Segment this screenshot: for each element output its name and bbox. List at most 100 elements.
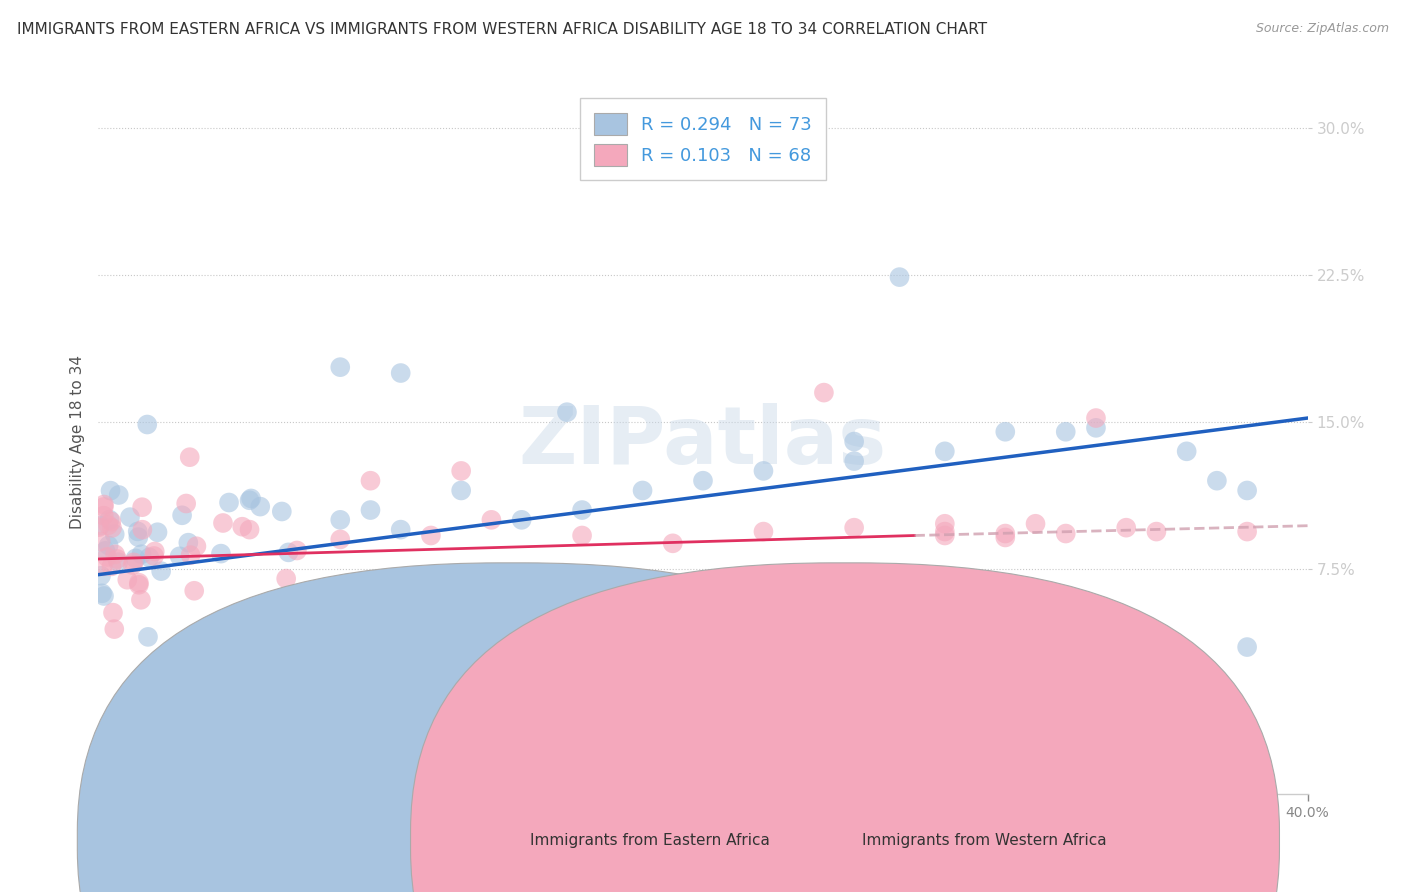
Point (389, 630, 412, 644)
Point (100, 559, 122, 574)
Point (93, 500, 115, 514)
Point (98, 513, 121, 527)
Point (844, 454, 866, 468)
Point (143, 549, 166, 563)
Legend: R = 0.294   N = 73, R = 0.103   N = 68: R = 0.294 N = 73, R = 0.103 N = 68 (579, 98, 827, 180)
Point (103, 622, 125, 636)
Point (994, 526, 1017, 541)
Point (1085, 411, 1108, 425)
Point (277, 545, 299, 559)
Point (118, 510, 141, 524)
Point (1024, 516, 1046, 531)
Point (270, 504, 292, 518)
Point (1115, 747, 1137, 762)
Point (571, 528, 593, 542)
Point (93, 498, 115, 512)
Point (87, 520, 110, 534)
Point (752, 764, 775, 778)
Point (104, 527, 127, 541)
Point (96, 549, 118, 564)
Point (249, 500, 271, 514)
Point (212, 516, 235, 530)
Point (100, 483, 122, 498)
Point (100, 515, 122, 529)
Point (150, 564, 173, 578)
Point (179, 724, 201, 739)
Point (934, 444, 956, 458)
Point (127, 524, 149, 539)
Point (934, 634, 956, 648)
Point (276, 572, 298, 586)
Point (208, 615, 231, 629)
Point (994, 771, 1017, 785)
Point (1054, 425, 1077, 439)
Point (647, 145, 669, 159)
Point (1175, 444, 1198, 458)
Point (107, 555, 129, 569)
Point (752, 634, 775, 648)
Point (1085, 421, 1108, 435)
Point (844, 434, 866, 449)
Text: Immigrants from Eastern Africa: Immigrants from Eastern Africa (530, 833, 770, 847)
Point (91, 559, 114, 574)
Point (450, 747, 472, 762)
Point (186, 539, 208, 553)
Point (329, 360, 352, 375)
Point (180, 548, 202, 562)
Point (183, 583, 205, 598)
Point (143, 544, 166, 558)
Point (117, 573, 139, 587)
Point (994, 767, 1017, 781)
Point (127, 530, 149, 544)
Point (934, 528, 956, 542)
Y-axis label: Disability Age 18 to 34: Disability Age 18 to 34 (69, 354, 84, 529)
Point (97, 518, 120, 533)
Point (1054, 630, 1077, 644)
Point (169, 549, 191, 564)
Point (240, 491, 263, 506)
Point (510, 513, 533, 527)
Point (450, 630, 472, 644)
Point (239, 523, 262, 537)
Point (844, 521, 866, 535)
Point (239, 732, 262, 747)
Point (1144, 744, 1167, 758)
Point (994, 425, 1017, 439)
Point (239, 493, 262, 508)
Point (540, 744, 562, 758)
Point (101, 521, 124, 535)
Point (93, 589, 115, 603)
Point (873, 751, 896, 765)
Point (555, 405, 578, 419)
Point (450, 464, 472, 478)
Point (1144, 524, 1167, 539)
Point (218, 495, 240, 509)
Point (101, 606, 124, 620)
Point (179, 450, 201, 465)
Point (124, 551, 146, 566)
Point (631, 483, 654, 498)
Point (90, 568, 112, 582)
Point (131, 500, 153, 515)
Point (934, 524, 956, 539)
Point (360, 747, 382, 762)
Point (129, 592, 152, 607)
Point (631, 757, 654, 772)
Point (136, 417, 159, 432)
Point (631, 634, 654, 648)
Point (131, 523, 153, 537)
Point (174, 496, 197, 510)
Point (146, 525, 169, 540)
Point (844, 634, 866, 648)
Point (389, 366, 412, 380)
Point (131, 547, 153, 561)
Point (360, 728, 382, 742)
Point (571, 503, 593, 517)
Point (299, 738, 322, 752)
Point (752, 464, 775, 478)
Point (1236, 483, 1258, 498)
Point (389, 523, 412, 537)
Point (231, 519, 253, 533)
Point (360, 474, 382, 488)
Point (813, 385, 835, 400)
